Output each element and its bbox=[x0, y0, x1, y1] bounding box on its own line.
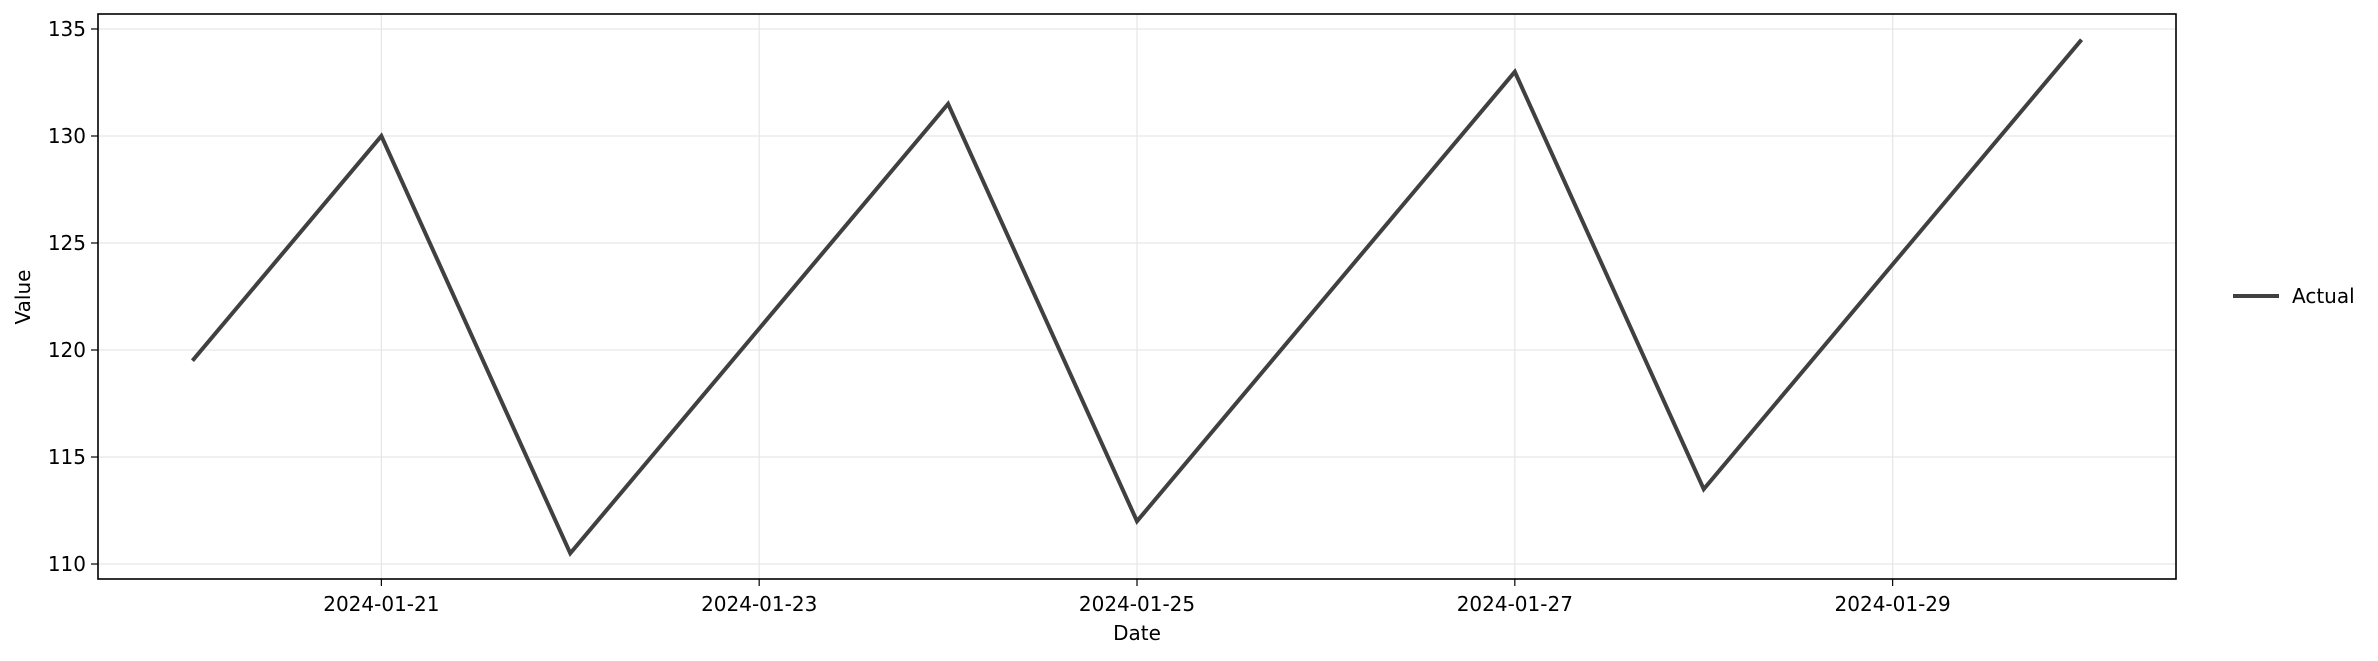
y-tick-label: 130 bbox=[48, 124, 86, 148]
y-tick-label: 125 bbox=[48, 231, 86, 255]
grid-layer bbox=[98, 14, 2176, 579]
x-tick-label: 2024-01-25 bbox=[1079, 592, 1195, 616]
x-tick-label: 2024-01-21 bbox=[323, 592, 439, 616]
legend-label-actual: Actual bbox=[2292, 284, 2355, 308]
legend: Actual bbox=[2233, 284, 2355, 308]
x-tick-label: 2024-01-29 bbox=[1835, 592, 1951, 616]
tick-layer: 110 115 120 125 130 135 2024-01-21 2024-01-23 20… bbox=[48, 17, 1951, 616]
x-axis-label: Date bbox=[1113, 621, 1161, 645]
y-tick-label: 110 bbox=[48, 552, 86, 576]
series-line-actual bbox=[190, 38, 2084, 558]
y-tick-label: 115 bbox=[48, 445, 86, 469]
y-tick-label: 135 bbox=[48, 17, 86, 41]
series-layer bbox=[190, 38, 2084, 558]
y-axis-label: Value bbox=[11, 270, 35, 325]
x-tick-label: 2024-01-27 bbox=[1457, 592, 1573, 616]
x-tick-label: 2024-01-23 bbox=[701, 592, 817, 616]
y-tick-label: 120 bbox=[48, 338, 86, 362]
